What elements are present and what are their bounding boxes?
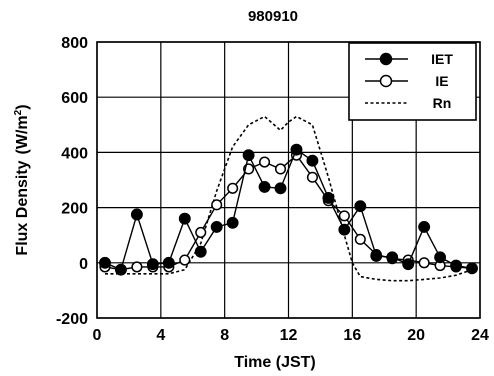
y-tick--200: -200: [56, 311, 88, 328]
y-tick-200: 200: [61, 201, 88, 218]
point-IET-19: [402, 258, 415, 271]
legend: IET IE Rn: [348, 42, 477, 121]
y-axis-label-sup: 2: [13, 109, 24, 115]
y-tick-400: 400: [61, 145, 88, 162]
point-IE-20: [418, 257, 430, 269]
point-IET-13: [306, 154, 319, 167]
point-IET-16: [354, 200, 367, 213]
x-tick-8: 8: [220, 327, 229, 344]
y-tick-800: 800: [61, 35, 88, 52]
point-IE-16: [354, 233, 366, 245]
point-IET-21: [434, 251, 447, 264]
y-tick-labels: -200 0 200 400 600 800: [56, 35, 88, 328]
y-axis-label-close: ): [14, 104, 31, 109]
series-Rn: [105, 115, 473, 282]
series-layer: [99, 115, 478, 282]
point-IET-11: [274, 182, 287, 195]
series-line-Rn: [105, 115, 473, 282]
point-IET-6: [194, 245, 207, 258]
point-IET-1: [114, 263, 127, 276]
chart-title: 980910: [248, 8, 298, 25]
point-IE-2: [131, 261, 143, 273]
x-tick-0: 0: [93, 327, 102, 344]
point-IE-5: [179, 254, 191, 266]
series-IET: [99, 143, 478, 276]
legend-label-Rn: Rn: [433, 95, 452, 111]
x-tick-24: 24: [471, 327, 489, 344]
point-IET-15: [338, 223, 351, 236]
x-tick-20: 20: [407, 327, 425, 344]
point-IET-8: [226, 216, 239, 229]
y-tick-0: 0: [79, 256, 88, 273]
point-IET-5: [178, 212, 191, 225]
point-IET-18: [386, 251, 399, 264]
y-axis-label-unit: (W/m: [14, 115, 31, 154]
point-IET-7: [210, 220, 223, 233]
point-IET-10: [258, 180, 271, 193]
point-IET-14: [322, 191, 335, 204]
legend-label-IE: IE: [435, 73, 448, 89]
point-IET-12: [290, 143, 303, 156]
point-IET-9: [242, 149, 255, 162]
point-IE-6: [195, 226, 207, 238]
point-IET-0: [99, 256, 111, 269]
x-tick-4: 4: [156, 327, 165, 344]
x-tick-16: 16: [343, 327, 361, 344]
point-IE-13: [306, 171, 318, 183]
x-axis-label: Time (JST): [234, 354, 316, 371]
y-axis-label-main: Flux Density: [14, 160, 31, 255]
y-tick-600: 600: [61, 90, 88, 107]
legend-marker-IE: [379, 74, 393, 88]
point-IET-20: [418, 220, 431, 233]
legend-label-IET: IET: [431, 51, 453, 67]
point-IET-4: [162, 256, 175, 269]
point-IET-17: [370, 249, 383, 262]
legend-marker-IET: [379, 52, 393, 66]
x-tick-12: 12: [280, 327, 298, 344]
point-IET-23: [466, 262, 478, 275]
point-IET-2: [130, 208, 143, 221]
point-IE-15: [338, 210, 350, 222]
point-IET-3: [146, 258, 159, 271]
plot-frame: [96, 41, 481, 319]
point-IE-7: [211, 199, 223, 211]
point-IE-8: [227, 182, 239, 194]
point-IE-11: [274, 163, 287, 175]
point-IE-10: [259, 156, 271, 168]
x-tick-labels: 0 4 8 12 16 20 24: [93, 327, 489, 344]
point-IET-22: [450, 259, 463, 272]
y-axis-label: Flux Density (W/m2): [13, 104, 31, 255]
